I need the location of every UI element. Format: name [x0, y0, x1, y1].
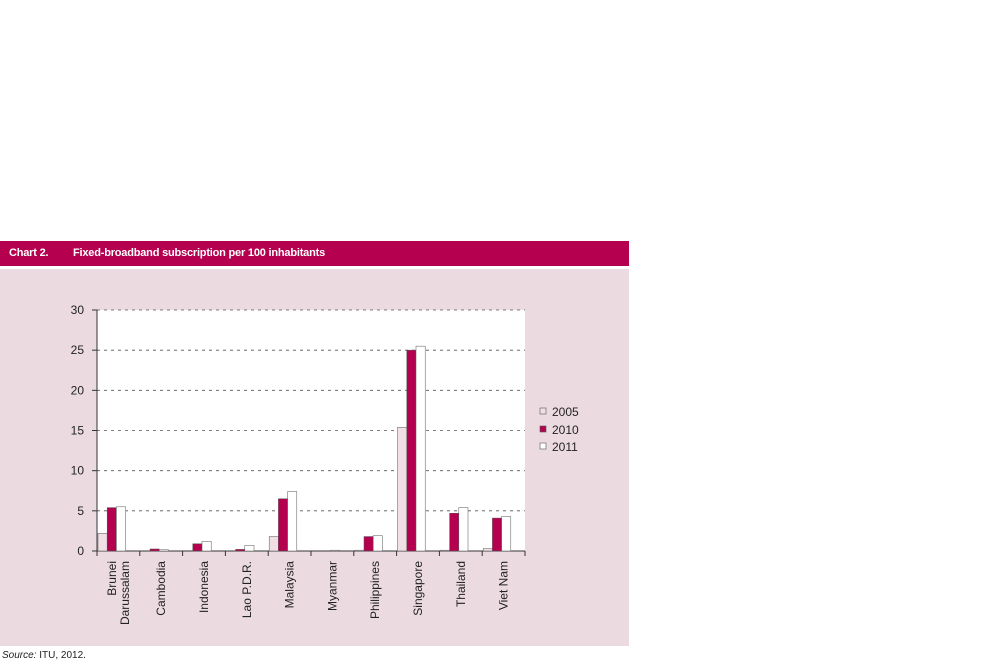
chart-title: Fixed-broadband subscription per 100 inh…	[73, 247, 325, 259]
bar-2011	[244, 545, 255, 552]
bar-2010	[492, 517, 502, 552]
bar-2005	[97, 533, 108, 552]
legend-label: 2011	[552, 440, 578, 454]
bar-2010	[278, 498, 288, 552]
y-tick-label: 5	[77, 504, 84, 518]
chart-panel: 0 5 10 15 20 25 30 Brunei Darussalam Cambodia Indo…	[0, 269, 629, 646]
bar-2010	[106, 507, 117, 552]
x-tick-label: Malaysia	[283, 561, 297, 609]
source-label: Source:	[2, 650, 37, 661]
y-tick-label: 15	[71, 424, 85, 438]
legend-swatch-2005	[539, 407, 547, 415]
y-tick-label: 0	[77, 544, 84, 558]
bar-2010	[235, 549, 246, 552]
bar-2011	[458, 507, 469, 552]
x-tick-label: Philippines	[368, 561, 382, 619]
bar-2011	[116, 506, 126, 552]
bar-2005	[482, 548, 493, 552]
bar-2010	[363, 536, 374, 552]
x-tick-label: Darussalam	[118, 561, 132, 625]
bar-2005	[397, 427, 408, 552]
y-tick-label: 20	[71, 383, 85, 397]
x-tick-label: Myanmar	[325, 561, 339, 611]
x-tick-label: Thailand	[454, 561, 468, 607]
x-tick-label: Viet Nam	[497, 561, 511, 610]
bar-2011	[372, 535, 383, 552]
legend-label: 2005	[552, 405, 579, 419]
y-tick-label: 25	[71, 343, 85, 357]
y-tick-label: 30	[71, 303, 85, 317]
x-tick-label: Singapore	[411, 561, 425, 616]
bar-2011	[158, 549, 169, 552]
x-tick-label: Lao P.D.R.	[240, 561, 254, 618]
bar-2005	[268, 536, 279, 552]
bar-2011	[330, 549, 340, 552]
bar-2005	[440, 549, 450, 552]
bar-2011	[201, 541, 212, 552]
x-tick-label: Indonesia	[197, 561, 211, 613]
chart-header-bar: Chart 2. Fixed-broadband subscription pe…	[0, 241, 629, 266]
legend-label: 2010	[552, 423, 579, 437]
bar-2011	[501, 516, 512, 552]
bar-2010	[406, 349, 417, 552]
source-note: Source: ITU, 2012.	[2, 650, 86, 661]
bar-2010	[192, 543, 203, 552]
bar-2011	[287, 491, 298, 552]
source-text: ITU, 2012.	[36, 650, 86, 661]
x-tick-label: Cambodia	[154, 561, 168, 616]
bar-2011	[415, 345, 426, 552]
chart-number: Chart 2.	[9, 247, 49, 259]
bar-2005	[354, 549, 365, 552]
x-tick-label: Brunei	[105, 561, 119, 596]
bar-2010	[149, 548, 160, 552]
bar-2010	[449, 512, 460, 552]
legend-swatch-2011	[539, 442, 547, 450]
legend-swatch-2010	[539, 425, 547, 433]
y-tick-label: 10	[71, 464, 85, 478]
